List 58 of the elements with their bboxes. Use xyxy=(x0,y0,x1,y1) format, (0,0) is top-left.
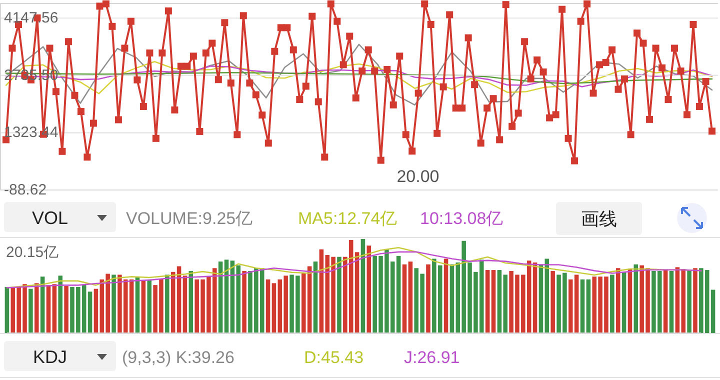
bar xyxy=(663,270,668,333)
bar xyxy=(337,256,342,333)
annotation: 20.15亿 xyxy=(6,244,59,261)
bar xyxy=(272,283,276,333)
bar xyxy=(112,274,116,333)
text: 画线 xyxy=(581,209,617,229)
bar xyxy=(408,262,413,333)
text: (9,3,3) K:39.26 xyxy=(122,348,234,367)
bar xyxy=(182,276,188,333)
bar xyxy=(58,276,63,333)
bar xyxy=(141,280,146,333)
bar xyxy=(64,286,68,333)
bar xyxy=(354,252,360,333)
bar xyxy=(242,270,246,333)
bar xyxy=(4,286,10,333)
bar xyxy=(491,270,496,333)
bar xyxy=(366,246,372,333)
bar xyxy=(580,279,585,333)
bar xyxy=(313,262,318,333)
bar xyxy=(165,274,170,333)
bar xyxy=(46,285,51,333)
text: D:45.43 xyxy=(304,348,364,367)
bar xyxy=(669,270,674,333)
bar xyxy=(426,264,430,333)
bar xyxy=(710,290,716,333)
bar xyxy=(34,283,39,333)
bar xyxy=(485,270,490,333)
bar xyxy=(622,272,626,333)
bar xyxy=(28,288,33,333)
bar xyxy=(532,262,538,333)
bar xyxy=(402,264,407,333)
bar xyxy=(52,284,57,333)
y-tick-label: 2735.50 xyxy=(4,66,58,84)
bar xyxy=(450,264,454,333)
bar xyxy=(550,270,555,333)
y-tick-label: -88.62 xyxy=(4,182,47,198)
bar xyxy=(544,258,550,333)
text: J:26.91 xyxy=(404,348,460,367)
text: KDJ xyxy=(32,347,68,367)
bar xyxy=(634,264,638,333)
text: VOLUME:9.25亿 xyxy=(126,209,253,228)
bar xyxy=(266,279,270,333)
text: 10:13.08亿 xyxy=(420,209,504,228)
annotation: 20.00 xyxy=(396,167,440,186)
bar xyxy=(360,239,366,333)
bar xyxy=(88,292,92,333)
bar xyxy=(687,270,692,333)
text: MA5:12.74亿 xyxy=(298,209,398,228)
bar xyxy=(147,279,152,333)
bar xyxy=(610,274,614,333)
bar xyxy=(538,264,544,333)
bar xyxy=(628,269,632,333)
bar xyxy=(444,258,448,333)
bar xyxy=(224,260,229,333)
bar xyxy=(94,288,98,333)
text: VOL xyxy=(32,208,68,228)
bar xyxy=(693,268,698,333)
bar xyxy=(586,279,591,333)
